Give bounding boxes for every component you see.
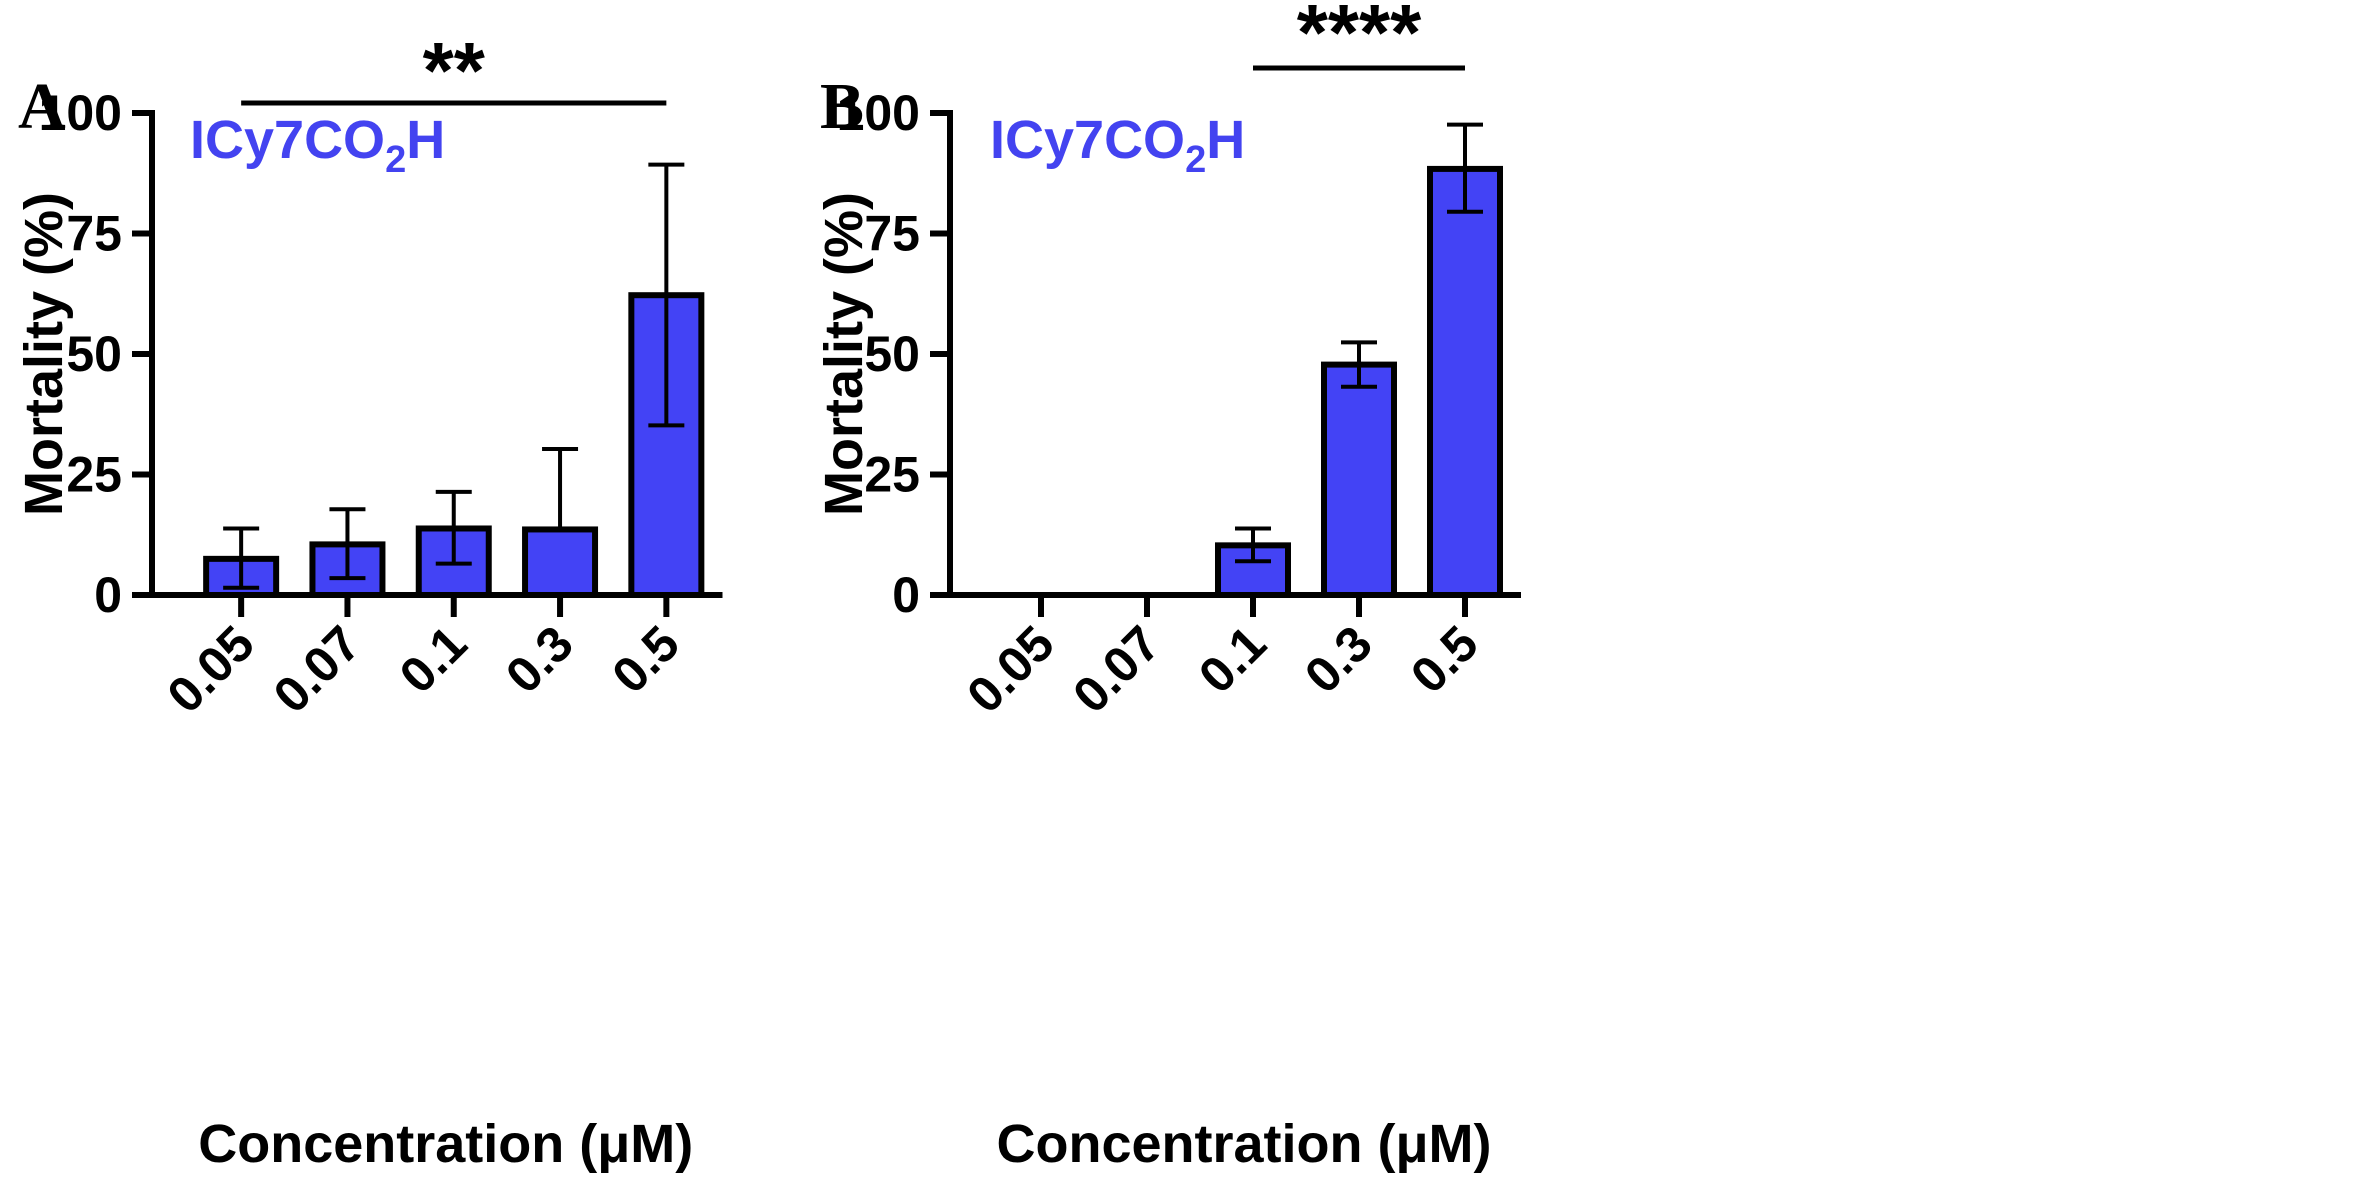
bar-0.3: [1321, 361, 1397, 598]
series-label-subscript: 2: [385, 139, 406, 181]
chart-panel-a: A ICy7CO2H 0 25 50 75 100 Mortality (%) 0.050.07…: [14, 26, 723, 1174]
y-tick-label: 75: [66, 206, 122, 262]
x-tick-label: 0.05: [956, 615, 1064, 723]
x-tick-label: 0.1: [1188, 615, 1277, 704]
series-label: ICy7CO2H: [990, 110, 1245, 181]
x-tick-label: 0.07: [263, 615, 371, 723]
x-axis-title: Concentration (μM): [198, 1114, 693, 1174]
x-tick-label: 0.05: [157, 615, 265, 723]
significance-marker: **: [423, 26, 486, 115]
chart-panel-b: B ICy7CO2H 0 25 50 75 100 Mortality (%) 0.050.07…: [814, 0, 1521, 1174]
y-tick-label: 100: [39, 85, 122, 141]
y-tick-label: 75: [864, 206, 920, 262]
panel-letter: B: [820, 70, 864, 143]
y-axis-title: Mortality (%): [814, 192, 874, 516]
series-label-tail: H: [406, 110, 445, 170]
series-label-subscript: 2: [1185, 139, 1206, 181]
series-label: ICy7CO2H: [190, 110, 445, 181]
x-tick-label: 0.3: [495, 615, 584, 704]
bar-0.3: [522, 526, 599, 598]
series-label-main: ICy7CO: [190, 110, 385, 170]
x-tick-label: 0.3: [1294, 615, 1383, 704]
y-tick-label: 25: [66, 447, 122, 503]
x-tick-label: 0.5: [601, 615, 690, 704]
significance-marker: ****: [1297, 0, 1422, 77]
y-tick-label: 50: [66, 326, 122, 382]
x-tick-label: 0.1: [389, 615, 478, 704]
y-tick-label: 50: [864, 326, 920, 382]
y-tick-label: 25: [864, 447, 920, 503]
y-tick-label: 0: [94, 567, 122, 623]
x-tick-label: 0.5: [1400, 615, 1489, 704]
x-tick-label: 0.07: [1062, 615, 1170, 723]
bar-0.5: [1427, 165, 1503, 599]
y-tick-label: 100: [837, 85, 920, 141]
x-axis-title: Concentration (μM): [997, 1114, 1492, 1174]
y-tick-label: 0: [892, 567, 920, 623]
series-label-tail: H: [1206, 110, 1245, 170]
series-label-main: ICy7CO: [990, 110, 1185, 170]
panel-letter: A: [18, 70, 66, 143]
y-axis-title: Mortality (%): [14, 192, 74, 516]
